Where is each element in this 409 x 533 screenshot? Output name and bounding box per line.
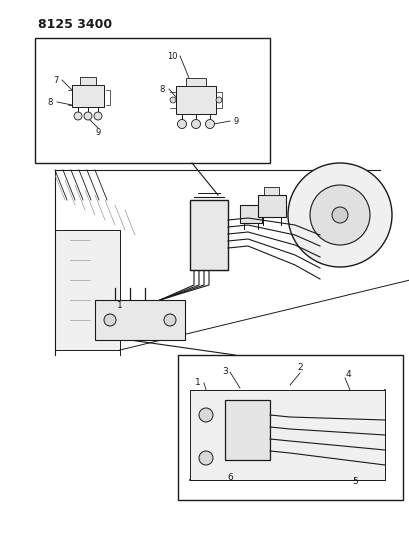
Circle shape <box>216 97 221 103</box>
Circle shape <box>191 119 200 128</box>
Circle shape <box>198 451 213 465</box>
Bar <box>55 230 120 350</box>
Text: 8125 3400: 8125 3400 <box>38 18 112 31</box>
Circle shape <box>94 112 102 120</box>
Bar <box>225 400 270 460</box>
Circle shape <box>74 112 82 120</box>
Text: 1: 1 <box>117 301 123 310</box>
Bar <box>257 195 285 217</box>
Bar <box>186 78 205 86</box>
Text: 7: 7 <box>53 76 58 85</box>
Bar <box>263 187 278 195</box>
Circle shape <box>164 314 175 326</box>
Text: 2: 2 <box>297 364 302 373</box>
Text: 4: 4 <box>344 370 350 379</box>
Bar <box>80 77 96 85</box>
Circle shape <box>309 185 369 245</box>
Circle shape <box>198 408 213 422</box>
Bar <box>35 38 270 163</box>
Bar <box>95 300 184 340</box>
Text: 8: 8 <box>159 85 164 93</box>
Text: 6: 6 <box>227 473 232 482</box>
Circle shape <box>177 119 186 128</box>
Text: 3: 3 <box>222 367 227 376</box>
Bar <box>72 85 104 107</box>
Circle shape <box>331 207 347 223</box>
Text: 9: 9 <box>95 127 100 136</box>
Bar <box>175 86 216 114</box>
Text: 1: 1 <box>195 378 200 387</box>
Text: 9: 9 <box>233 117 238 125</box>
Circle shape <box>84 112 92 120</box>
Text: 8: 8 <box>47 98 53 107</box>
Text: 10: 10 <box>166 52 177 61</box>
Circle shape <box>205 119 214 128</box>
Circle shape <box>104 314 116 326</box>
Bar <box>178 355 402 500</box>
Text: 5: 5 <box>351 478 357 487</box>
Circle shape <box>170 97 175 103</box>
Circle shape <box>287 163 391 267</box>
Bar <box>239 205 261 223</box>
Bar <box>189 390 384 480</box>
Bar <box>189 200 227 270</box>
